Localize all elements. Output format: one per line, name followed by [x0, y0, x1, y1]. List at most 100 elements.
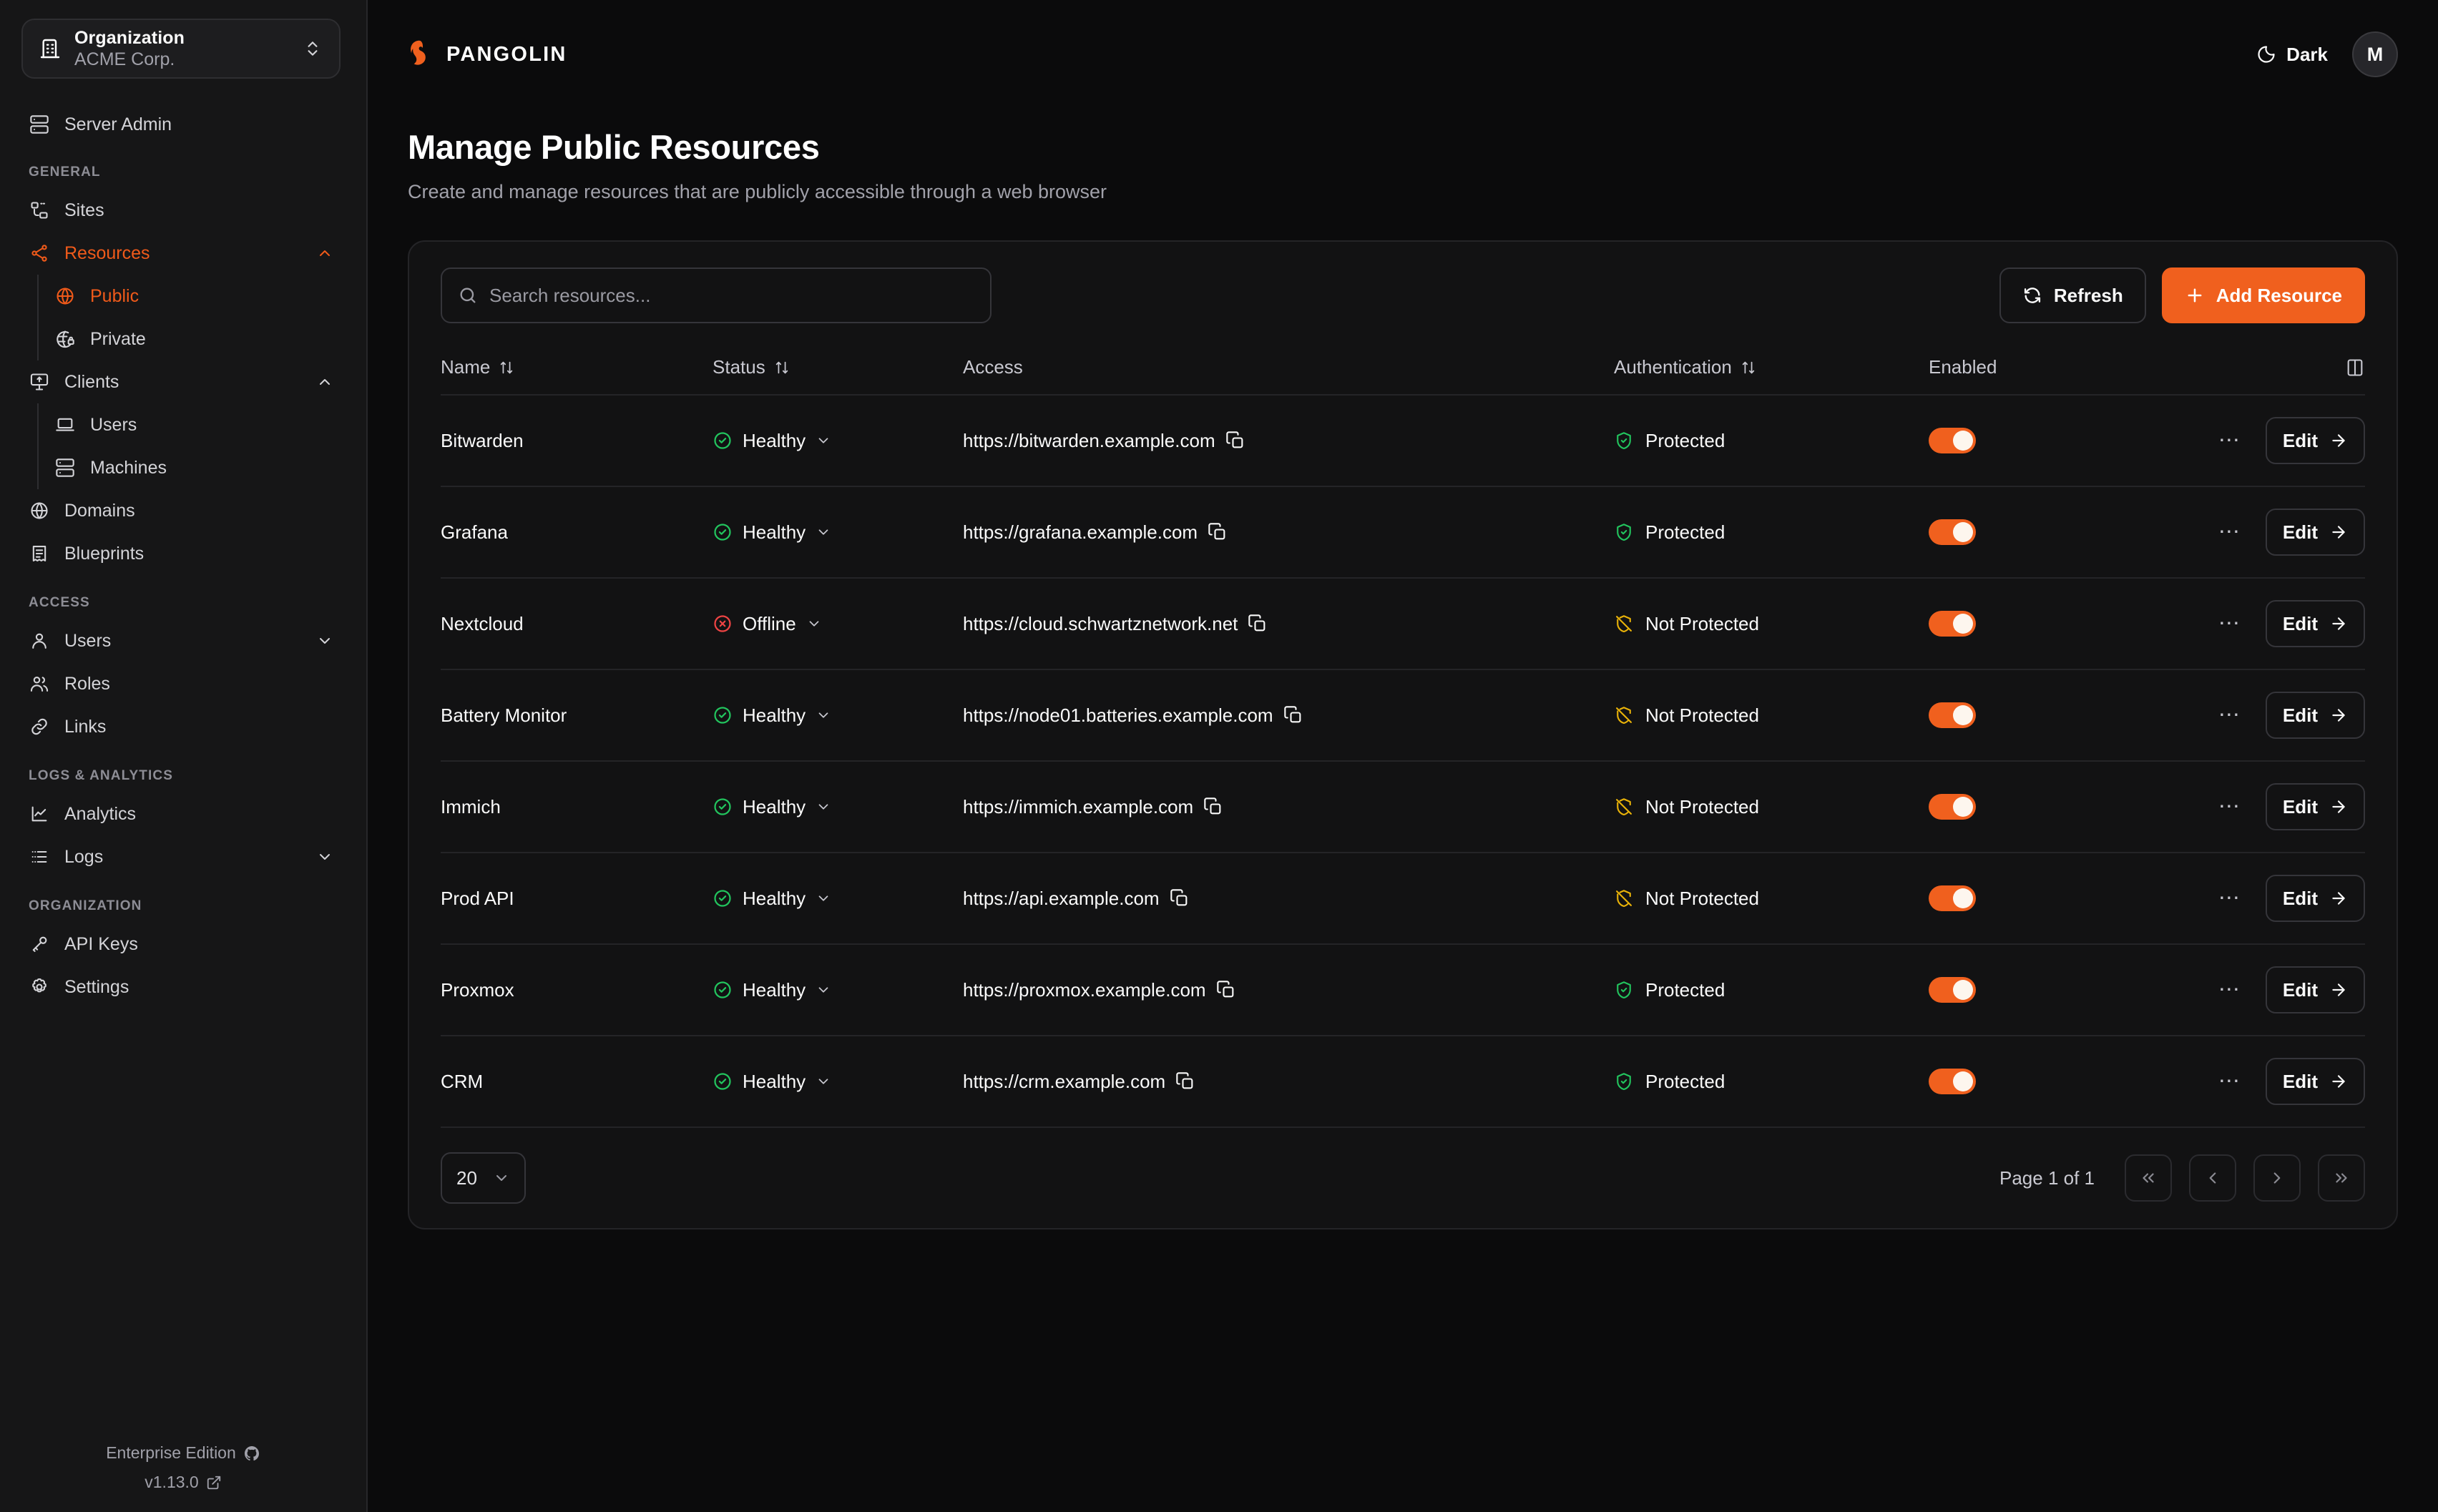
sidebar-item-private[interactable]: Private [39, 318, 345, 360]
copy-icon[interactable] [1175, 1071, 1195, 1091]
status-badge[interactable]: Healthy [713, 705, 963, 727]
sort-icon[interactable] [774, 360, 790, 375]
enabled-toggle[interactable] [1929, 885, 1976, 911]
enabled-toggle[interactable] [1929, 428, 1976, 453]
enabled-toggle[interactable] [1929, 1069, 1976, 1094]
chevron-up-icon[interactable] [316, 245, 333, 262]
resource-url[interactable]: https://cloud.schwartznetwork.net [963, 612, 1238, 634]
last-page-button[interactable] [2318, 1154, 2365, 1202]
sidebar-item-links[interactable]: Links [21, 705, 345, 748]
edit-button[interactable]: Edit [2265, 509, 2365, 556]
chevron-down-icon[interactable] [816, 433, 831, 448]
theme-toggle[interactable]: Dark [2256, 44, 2328, 66]
external-link-icon[interactable] [206, 1475, 222, 1491]
enabled-toggle[interactable] [1929, 519, 1976, 545]
table-row[interactable]: Nextcloud Offline https://cloud.schwartz… [441, 578, 2365, 670]
more-actions-icon[interactable]: ⋯ [2218, 428, 2241, 452]
edit-button[interactable]: Edit [2265, 875, 2365, 922]
search-input[interactable] [489, 284, 974, 307]
sidebar-item-resources[interactable]: Resources [21, 232, 345, 275]
first-page-button[interactable] [2125, 1154, 2172, 1202]
brand[interactable]: PANGOLIN [403, 39, 567, 70]
more-actions-icon[interactable]: ⋯ [2218, 978, 2241, 1001]
sort-icon[interactable] [1741, 360, 1756, 375]
github-icon[interactable] [243, 1445, 260, 1462]
resource-url[interactable]: https://proxmox.example.com [963, 978, 1206, 1001]
sidebar-item-logs[interactable]: Logs [21, 835, 345, 878]
chevron-down-icon[interactable] [816, 799, 831, 815]
more-actions-icon[interactable]: ⋯ [2218, 795, 2241, 818]
sidebar-item-server-admin[interactable]: Sites Server Admin [21, 103, 345, 146]
more-actions-icon[interactable]: ⋯ [2218, 886, 2241, 910]
sidebar-item-domains[interactable]: Domains [21, 489, 345, 532]
edit-button[interactable]: Edit [2265, 692, 2365, 739]
search-field[interactable] [441, 267, 992, 323]
column-header-authentication[interactable]: Authentication [1614, 342, 1929, 396]
sidebar-item-analytics[interactable]: Analytics [21, 792, 345, 835]
columns-toggle-icon[interactable] [2345, 358, 2365, 378]
copy-icon[interactable] [1208, 522, 1228, 542]
chevron-down-icon[interactable] [316, 632, 333, 649]
edition-line[interactable]: Enterprise Edition [21, 1443, 345, 1463]
version-line[interactable]: v1.13.0 [21, 1473, 345, 1492]
table-row[interactable]: Immich Healthy https://immich.example.co… [441, 761, 2365, 853]
copy-icon[interactable] [1283, 705, 1303, 725]
previous-page-button[interactable] [2189, 1154, 2236, 1202]
edit-button[interactable]: Edit [2265, 417, 2365, 464]
table-row[interactable]: Prod API Healthy https://api.example.com… [441, 853, 2365, 945]
org-switcher[interactable]: Organization ACME Corp. [21, 19, 341, 79]
edit-button[interactable]: Edit [2265, 783, 2365, 830]
chevron-down-icon[interactable] [816, 707, 831, 723]
sidebar-item-settings[interactable]: Settings [21, 966, 345, 1008]
sidebar-item-machines[interactable]: Machines [39, 446, 345, 489]
table-row[interactable]: Proxmox Healthy https://proxmox.example.… [441, 944, 2365, 1036]
more-actions-icon[interactable]: ⋯ [2218, 520, 2241, 544]
chevron-down-icon[interactable] [806, 616, 822, 632]
resource-url[interactable]: https://grafana.example.com [963, 521, 1198, 543]
status-badge[interactable]: Healthy [713, 888, 963, 910]
chevron-down-icon[interactable] [816, 1074, 831, 1089]
status-badge[interactable]: Healthy [713, 430, 963, 452]
chevron-down-icon[interactable] [816, 890, 831, 906]
status-badge[interactable]: Healthy [713, 521, 963, 544]
table-row[interactable]: CRM Healthy https://crm.example.com Prot… [441, 1036, 2365, 1128]
table-row[interactable]: Grafana Healthy https://grafana.example.… [441, 486, 2365, 579]
edit-button[interactable]: Edit [2265, 1058, 2365, 1105]
sidebar-item-clients[interactable]: Clients [21, 360, 345, 403]
enabled-toggle[interactable] [1929, 794, 1976, 820]
column-header-name[interactable]: Name [441, 342, 713, 396]
status-badge[interactable]: Healthy [713, 796, 963, 818]
enabled-toggle[interactable] [1929, 977, 1976, 1003]
resource-url[interactable]: https://api.example.com [963, 887, 1160, 909]
edit-button[interactable]: Edit [2265, 600, 2365, 647]
sidebar-item-public[interactable]: Public [39, 275, 345, 318]
copy-icon[interactable] [1216, 980, 1236, 1000]
sidebar-item-api-keys[interactable]: API Keys [21, 923, 345, 966]
sidebar-item-roles[interactable]: Roles [21, 662, 345, 705]
sort-icon[interactable] [499, 360, 514, 375]
copy-icon[interactable] [1203, 797, 1223, 817]
copy-icon[interactable] [1225, 431, 1245, 451]
chevron-down-icon[interactable] [816, 982, 831, 998]
refresh-button[interactable]: Refresh [1999, 267, 2146, 323]
copy-icon[interactable] [1170, 888, 1190, 908]
more-actions-icon[interactable]: ⋯ [2218, 612, 2241, 635]
more-actions-icon[interactable]: ⋯ [2218, 703, 2241, 727]
enabled-toggle[interactable] [1929, 702, 1976, 728]
chevron-down-icon[interactable] [816, 524, 831, 540]
more-actions-icon[interactable]: ⋯ [2218, 1069, 2241, 1093]
resource-url[interactable]: https://node01.batteries.example.com [963, 704, 1273, 726]
table-row[interactable]: Bitwarden Healthy https://bitwarden.exam… [441, 395, 2365, 487]
status-badge[interactable]: Healthy [713, 1071, 963, 1093]
sidebar-item-users[interactable]: Users [21, 619, 345, 662]
resource-url[interactable]: https://immich.example.com [963, 795, 1194, 818]
edit-button[interactable]: Edit [2265, 966, 2365, 1013]
next-page-button[interactable] [2253, 1154, 2301, 1202]
column-header-status[interactable]: Status [713, 342, 963, 396]
copy-icon[interactable] [1248, 614, 1268, 634]
resource-url[interactable]: https://crm.example.com [963, 1070, 1166, 1092]
status-badge[interactable]: Healthy [713, 979, 963, 1001]
chevron-down-icon[interactable] [316, 848, 333, 865]
table-row[interactable]: Battery Monitor Healthy https://node01.b… [441, 669, 2365, 762]
add-resource-button[interactable]: Add Resource [2161, 267, 2365, 323]
